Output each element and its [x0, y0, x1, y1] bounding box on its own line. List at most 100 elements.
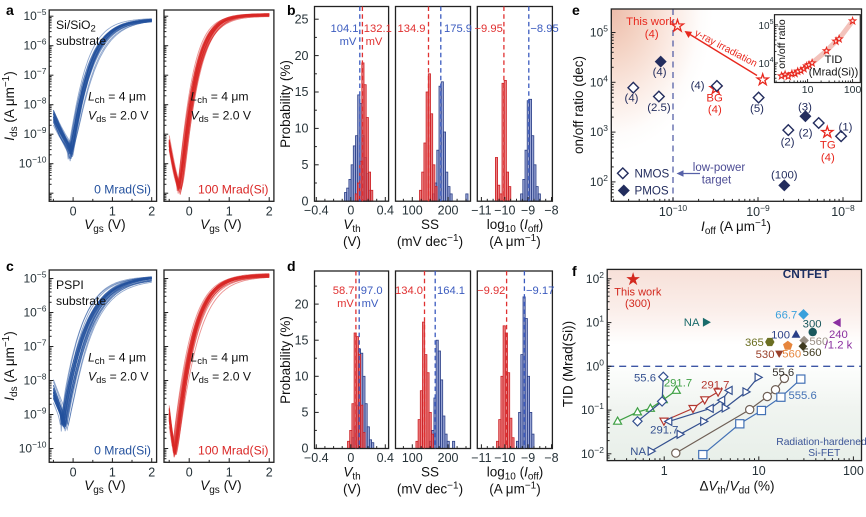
svg-text:BG: BG — [706, 93, 723, 105]
svg-text:10: 10 — [295, 370, 309, 384]
svg-text:10: 10 — [802, 84, 814, 96]
svg-text:100: 100 — [771, 329, 790, 341]
svg-text:291.7: 291.7 — [664, 378, 692, 390]
svg-text:300: 300 — [803, 319, 822, 331]
svg-text:(Mrad(Si)): (Mrad(Si)) — [809, 67, 859, 79]
svg-text:mV: mV — [340, 36, 357, 48]
svg-text:0.4: 0.4 — [377, 451, 394, 465]
svg-text:substrate: substrate — [56, 34, 106, 48]
svg-text:(mV dec−1): (mV dec−1) — [397, 481, 463, 497]
svg-text:CNTFET: CNTFET — [783, 267, 830, 281]
svg-text:This work: This work — [626, 16, 675, 28]
svg-text:NA: NA — [630, 446, 646, 458]
svg-text:Probability (%): Probability (%) — [278, 60, 293, 148]
svg-text:0: 0 — [186, 465, 193, 479]
svg-text:Vds = 2.0 V: Vds = 2.0 V — [191, 109, 252, 126]
svg-text:(3): (3) — [798, 101, 812, 113]
svg-text:Lch = 4 μm: Lch = 4 μm — [88, 351, 146, 368]
svg-text:Vth: Vth — [343, 465, 360, 483]
svg-text:on/off ratio (dec): on/off ratio (dec) — [571, 56, 586, 154]
svg-text:104.1: 104.1 — [331, 23, 359, 35]
svg-text:substrate: substrate — [56, 294, 106, 308]
svg-text:100: 100 — [402, 204, 423, 218]
svg-text:(5): (5) — [750, 103, 764, 115]
svg-text:0: 0 — [347, 451, 354, 465]
svg-text:100 Mrad(Si): 100 Mrad(Si) — [198, 443, 268, 457]
svg-text:10: 10 — [295, 122, 309, 136]
svg-text:−9.95: −9.95 — [474, 23, 502, 35]
svg-text:PSPI: PSPI — [56, 278, 84, 292]
svg-text:15: 15 — [295, 85, 309, 99]
svg-text:240: 240 — [829, 329, 848, 341]
svg-text:f: f — [572, 263, 577, 279]
svg-text:530: 530 — [756, 349, 775, 361]
svg-text:25: 25 — [295, 12, 309, 26]
svg-text:SS: SS — [421, 465, 439, 480]
svg-text:Ids (A μm−1): Ids (A μm−1) — [1, 71, 20, 141]
svg-text:100: 100 — [402, 451, 423, 465]
svg-text:Vgs (V): Vgs (V) — [200, 217, 241, 235]
svg-text:(4): (4) — [645, 28, 659, 40]
svg-text:−10: −10 — [494, 204, 515, 218]
svg-text:−9: −9 — [521, 451, 535, 465]
svg-text:5: 5 — [302, 158, 309, 172]
svg-text:2: 2 — [266, 204, 273, 218]
svg-text:560: 560 — [782, 348, 801, 360]
svg-text:(4): (4) — [708, 104, 722, 116]
svg-text:−10: −10 — [494, 451, 515, 465]
svg-text:2: 2 — [148, 465, 155, 479]
svg-text:(1): (1) — [839, 121, 853, 133]
svg-text:−0.4: −0.4 — [304, 451, 329, 465]
svg-text:TG: TG — [820, 140, 836, 152]
svg-text:2: 2 — [266, 465, 273, 479]
svg-text:1: 1 — [226, 204, 233, 218]
svg-text:Vds = 2.0 V: Vds = 2.0 V — [191, 370, 252, 387]
svg-text:NA: NA — [684, 317, 700, 329]
svg-text:−8.95: −8.95 — [530, 23, 558, 35]
svg-text:Vgs (V): Vgs (V) — [84, 217, 125, 235]
svg-text:Si-FET: Si-FET — [808, 448, 841, 459]
svg-text:−8: −8 — [544, 204, 558, 218]
svg-text:TID: TID — [825, 54, 843, 66]
svg-text:20: 20 — [295, 49, 309, 63]
svg-text:Ids (A μm−1): Ids (A μm−1) — [1, 331, 20, 401]
svg-text:Lch = 4 μm: Lch = 4 μm — [191, 351, 249, 368]
svg-text:134.9: 134.9 — [398, 23, 426, 35]
svg-text:(100): (100) — [771, 170, 798, 182]
svg-text:Lch = 4 μm: Lch = 4 μm — [191, 90, 249, 107]
svg-text:0: 0 — [70, 204, 77, 218]
svg-text:Probability (%): Probability (%) — [278, 316, 293, 404]
svg-text:−9.92: −9.92 — [477, 285, 505, 297]
svg-text:0: 0 — [302, 442, 309, 456]
svg-text:560: 560 — [809, 336, 828, 348]
svg-text:(300): (300) — [625, 298, 651, 310]
svg-text:b: b — [287, 2, 296, 18]
svg-text:on/off ratio: on/off ratio — [776, 19, 788, 69]
svg-text:low-power: low-power — [693, 162, 746, 174]
svg-text:1: 1 — [109, 204, 116, 218]
svg-text:(V): (V) — [343, 234, 361, 249]
svg-text:TID (Mrad(Si)): TID (Mrad(Si)) — [561, 321, 576, 407]
svg-text:d: d — [287, 258, 296, 274]
svg-text:134.0: 134.0 — [395, 285, 423, 297]
svg-text:This work: This work — [614, 287, 662, 299]
svg-text:Radiation-hardened: Radiation-hardened — [776, 437, 866, 448]
svg-text:/1.2 k: /1.2 k — [825, 340, 853, 352]
svg-text:target: target — [702, 175, 732, 187]
svg-text:Si/SiO2: Si/SiO2 — [56, 18, 96, 35]
svg-text:(2.5): (2.5) — [647, 102, 671, 114]
svg-text:Vds = 2.0 V: Vds = 2.0 V — [88, 109, 149, 126]
svg-text:55.6: 55.6 — [772, 367, 794, 379]
svg-text:(4): (4) — [691, 80, 705, 92]
svg-text:−11: −11 — [471, 451, 491, 465]
svg-text:291.7: 291.7 — [650, 424, 678, 436]
svg-text:e: e — [572, 2, 580, 18]
svg-text:Vth: Vth — [343, 217, 360, 235]
svg-text:0: 0 — [186, 204, 193, 218]
svg-text:365: 365 — [745, 337, 764, 349]
svg-text:(2): (2) — [799, 128, 813, 140]
svg-text:1: 1 — [226, 465, 233, 479]
svg-text:97.0: 97.0 — [361, 285, 383, 297]
svg-text:PMOS: PMOS — [635, 185, 669, 198]
svg-text:mV: mV — [366, 36, 383, 48]
